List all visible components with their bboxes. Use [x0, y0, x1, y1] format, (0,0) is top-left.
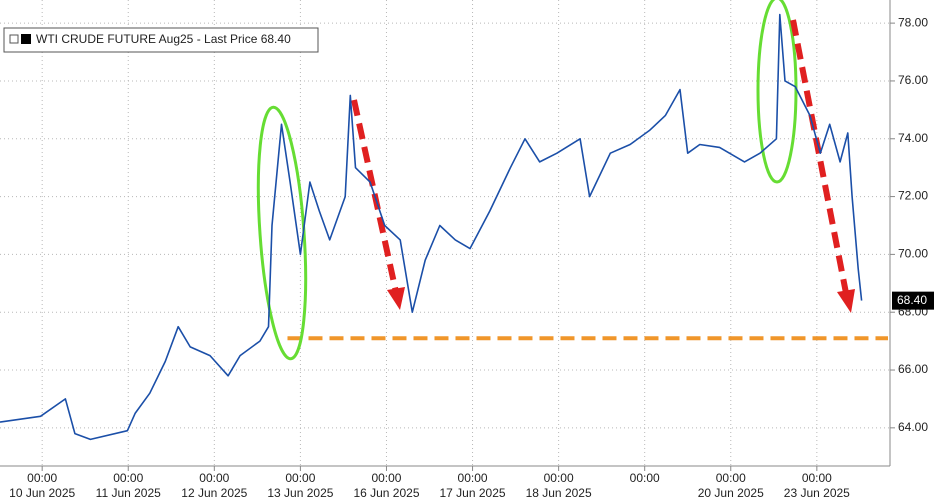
arrow-head	[387, 287, 405, 310]
y-tick-label: 64.00	[898, 420, 928, 434]
x-date-label: 17 Jun 2025	[440, 486, 506, 500]
x-date-label: 16 Jun 2025	[353, 486, 419, 500]
x-tick-label: 00:00	[630, 471, 660, 485]
x-date-label: 13 Jun 2025	[267, 486, 333, 500]
x-tick-label: 00:00	[27, 471, 57, 485]
price-line	[0, 13, 863, 441]
x-tick-label: 00:00	[371, 471, 401, 485]
last-price-box	[892, 291, 934, 310]
x-date-label: 11 Jun 2025	[96, 486, 161, 500]
x-date-label: 12 Jun 2025	[181, 486, 247, 500]
highlight-ellipse	[756, 0, 798, 184]
arrow-head	[837, 289, 855, 313]
x-tick-label: 00:00	[716, 471, 746, 485]
last-price-label: 68.40	[897, 293, 927, 307]
y-tick-label: 70.00	[898, 247, 928, 261]
y-tick-label: 72.00	[898, 189, 928, 203]
trend-arrow	[790, 19, 849, 294]
y-tick-label: 66.00	[898, 362, 928, 376]
x-tick-label: 00:00	[802, 471, 832, 485]
x-tick-label: 00:00	[113, 471, 143, 485]
legend-box	[3, 27, 319, 53]
x-date-label: 10 Jun 2025	[9, 486, 75, 500]
x-date-label: 23 Jun 2025	[784, 486, 850, 500]
legend-label: WTI CRUDE FUTURE Aug25 - Last Price 68.4…	[36, 32, 291, 46]
x-tick-label: 00:00	[458, 471, 488, 485]
legend-toggle	[9, 34, 19, 44]
x-date-label: 18 Jun 2025	[526, 486, 592, 500]
x-tick-label: 00:00	[285, 471, 315, 485]
y-tick-label: 74.00	[898, 131, 928, 145]
y-tick-label: 78.00	[898, 15, 928, 29]
legend-swatch	[21, 34, 31, 44]
x-tick-label: 00:00	[199, 471, 229, 485]
x-date-label: 20 Jun 2025	[698, 486, 764, 500]
x-tick-label: 00:00	[544, 471, 574, 485]
y-tick-label: 76.00	[898, 73, 928, 87]
